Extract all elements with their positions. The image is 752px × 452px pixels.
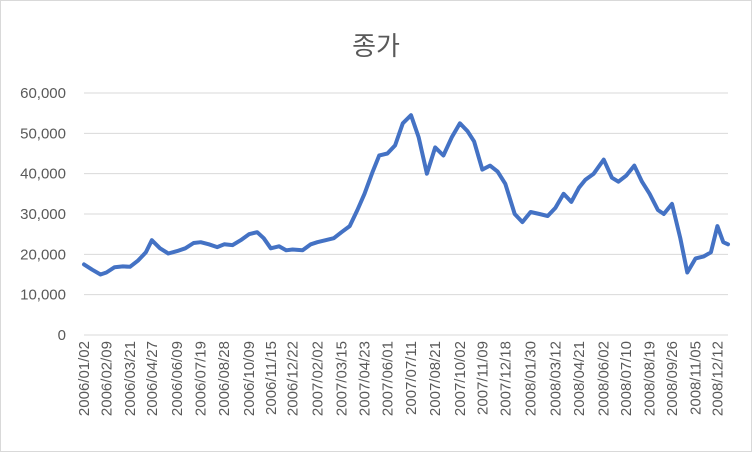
y-tick-label: 30,000 xyxy=(20,206,66,223)
x-tick-label: 2007/04/23 xyxy=(356,341,373,416)
x-tick-label: 2007/11/09 xyxy=(474,341,491,415)
x-tick-label: 2008/07/10 xyxy=(618,341,635,416)
x-tick-label: 2007/07/11 xyxy=(403,341,420,415)
chart-title: 종가 xyxy=(352,32,400,62)
x-tick-label: 2007/12/18 xyxy=(497,341,514,416)
x-tick-label: 2008/06/02 xyxy=(596,341,613,416)
y-tick-label: 20,000 xyxy=(20,246,66,263)
x-tick-label: 2006/04/27 xyxy=(144,341,161,416)
x-tick-label: 2006/10/09 xyxy=(241,341,258,416)
x-tick-label: 2007/08/21 xyxy=(427,341,444,416)
x-tick-label: 2007/10/02 xyxy=(452,341,469,416)
x-tick-label: 2006/08/28 xyxy=(216,341,233,416)
x-tick-label: 2008/09/26 xyxy=(664,341,681,416)
y-axis-ticks: 0 10,000 20,000 30,000 40,000 50,000 60,000 xyxy=(20,85,66,344)
x-tick-label: 2006/03/21 xyxy=(122,341,139,416)
gridlines xyxy=(84,92,728,296)
x-tick-label: 2006/12/22 xyxy=(285,341,302,416)
x-tick-label: 2007/06/01 xyxy=(379,341,396,416)
x-axis-ticks: 2006/01/02 2006/02/09 2006/03/21 2006/04/27… xyxy=(76,341,726,416)
series-line xyxy=(82,113,730,277)
x-tick-label: 2006/01/02 xyxy=(76,341,93,416)
x-tick-label: 2008/11/05 xyxy=(688,341,705,415)
x-tick-label: 2008/03/12 xyxy=(547,341,564,416)
y-tick-label: 40,000 xyxy=(20,166,66,183)
x-tick-label: 2007/03/15 xyxy=(333,341,350,416)
x-tick-label: 2006/07/19 xyxy=(193,341,210,416)
y-tick-label: 10,000 xyxy=(20,287,66,304)
x-tick-label: 2006/06/09 xyxy=(169,341,186,416)
x-tick-label: 2007/02/02 xyxy=(309,341,326,416)
y-tick-label: 50,000 xyxy=(20,125,66,142)
x-tick-label: 2006/02/09 xyxy=(98,341,115,416)
y-tick-label: 0 xyxy=(58,327,66,344)
x-tick-label: 2008/12/12 xyxy=(709,341,726,416)
x-tick-label: 2008/08/19 xyxy=(642,341,659,416)
x-tick-label: 2008/04/21 xyxy=(571,341,588,416)
x-tick-label: 2008/01/30 xyxy=(523,341,540,416)
x-tick-label: 2006/11/15 xyxy=(263,341,280,415)
y-tick-label: 60,000 xyxy=(20,85,66,102)
